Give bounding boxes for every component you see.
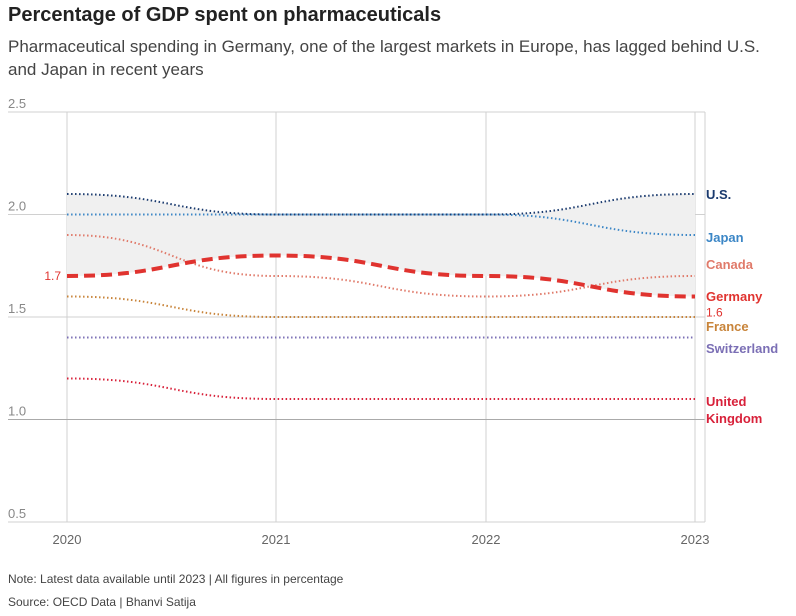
series-label-france: France [706,319,749,334]
y-tick-label: 2.0 [8,199,26,214]
series-label-switzerland: Switzerland [706,341,778,356]
series-label-japan: Japan [706,230,744,245]
series-line-united-kingdom [67,379,695,400]
chart-source: Source: OECD Data | Bhanvi Satija [8,595,196,609]
y-tick-label: 1.5 [8,301,26,316]
x-tick-label: 2023 [681,532,710,547]
series-label-u-s-: U.S. [706,187,731,202]
series-label-united-kingdom: United [706,394,747,409]
y-tick-label: 2.5 [8,96,26,111]
x-tick-label: 2022 [472,532,501,547]
annotation-label: 1.7 [44,269,61,283]
annotation-label: 1.6 [706,306,723,320]
x-tick-label: 2020 [53,532,82,547]
series-label-germany: Germany [706,289,763,304]
y-tick-label: 1.0 [8,404,26,419]
chart-note: Note: Latest data available until 2023 |… [8,572,343,586]
shaded-band [67,194,695,297]
x-tick-label: 2021 [262,532,291,547]
series-label-united-kingdom: Kingdom [706,411,762,426]
series-line-france [67,297,695,318]
series-label-canada: Canada [706,257,754,272]
y-tick-label: 0.5 [8,506,26,521]
